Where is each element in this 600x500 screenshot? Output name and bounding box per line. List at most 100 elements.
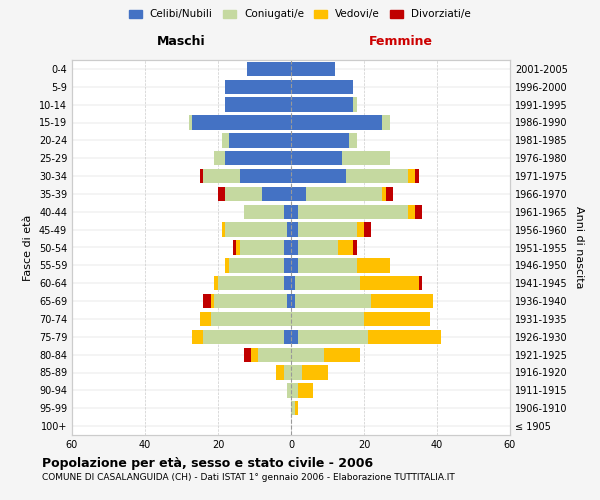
Bar — [415, 169, 419, 183]
Bar — [287, 383, 291, 398]
Bar — [349, 133, 356, 148]
Bar — [291, 401, 295, 415]
Bar — [247, 62, 291, 76]
Bar — [193, 116, 291, 130]
Bar — [236, 240, 240, 254]
Bar — [203, 294, 211, 308]
Text: COMUNE DI CASALANGUIDA (CH) - Dati ISTAT 1° gennaio 2006 - Elaborazione TUTTITAL: COMUNE DI CASALANGUIDA (CH) - Dati ISTAT… — [42, 472, 455, 482]
Bar — [298, 222, 356, 237]
Bar — [221, 133, 229, 148]
Bar — [229, 258, 284, 272]
Bar — [200, 169, 203, 183]
Bar — [298, 330, 368, 344]
Bar — [233, 240, 236, 254]
Bar — [284, 276, 291, 290]
Bar — [291, 383, 298, 398]
Bar — [291, 187, 305, 201]
Bar — [226, 187, 262, 201]
Bar — [284, 366, 291, 380]
Bar — [211, 294, 214, 308]
Bar — [408, 169, 415, 183]
Bar — [244, 204, 284, 219]
Bar — [291, 133, 349, 148]
Bar — [291, 366, 302, 380]
Bar — [291, 258, 298, 272]
Bar — [244, 348, 251, 362]
Bar — [324, 348, 361, 362]
Bar — [382, 187, 386, 201]
Bar — [262, 187, 291, 201]
Bar — [346, 169, 408, 183]
Bar — [364, 222, 371, 237]
Bar — [291, 80, 353, 94]
Bar — [218, 187, 226, 201]
Bar — [386, 187, 393, 201]
Bar — [382, 116, 389, 130]
Bar — [203, 169, 240, 183]
Bar — [356, 222, 364, 237]
Y-axis label: Anni di nascita: Anni di nascita — [574, 206, 584, 289]
Bar — [229, 133, 291, 148]
Bar — [353, 240, 356, 254]
Bar — [295, 276, 361, 290]
Bar — [291, 294, 295, 308]
Bar — [291, 151, 342, 166]
Bar — [200, 312, 211, 326]
Bar — [226, 98, 291, 112]
Bar — [364, 312, 430, 326]
Bar — [291, 276, 295, 290]
Bar — [302, 366, 328, 380]
Bar — [287, 294, 291, 308]
Bar — [291, 169, 346, 183]
Bar — [291, 116, 382, 130]
Bar — [353, 98, 356, 112]
Text: Maschi: Maschi — [157, 35, 206, 48]
Bar — [338, 240, 353, 254]
Bar — [298, 240, 338, 254]
Bar — [226, 258, 229, 272]
Bar — [291, 312, 364, 326]
Bar — [291, 348, 324, 362]
Bar — [291, 204, 298, 219]
Bar — [226, 80, 291, 94]
Bar — [298, 383, 313, 398]
Text: Femmine: Femmine — [368, 35, 433, 48]
Bar — [305, 187, 382, 201]
Bar — [295, 401, 298, 415]
Bar — [284, 258, 291, 272]
Bar — [221, 222, 226, 237]
Bar — [298, 204, 408, 219]
Bar — [368, 330, 440, 344]
Bar — [218, 276, 284, 290]
Bar — [203, 330, 284, 344]
Bar — [287, 222, 291, 237]
Bar — [211, 312, 291, 326]
Text: Popolazione per età, sesso e stato civile - 2006: Popolazione per età, sesso e stato civil… — [42, 458, 373, 470]
Bar — [240, 240, 284, 254]
Bar — [214, 276, 218, 290]
Bar — [298, 258, 356, 272]
Bar — [291, 62, 335, 76]
Bar — [419, 276, 422, 290]
Bar — [251, 348, 258, 362]
Bar — [291, 240, 298, 254]
Y-axis label: Fasce di età: Fasce di età — [23, 214, 33, 280]
Bar — [258, 348, 291, 362]
Bar — [189, 116, 193, 130]
Bar — [226, 151, 291, 166]
Bar — [214, 151, 226, 166]
Bar — [415, 204, 422, 219]
Bar — [226, 222, 287, 237]
Bar — [371, 294, 433, 308]
Bar — [214, 294, 287, 308]
Bar — [408, 204, 415, 219]
Bar — [240, 169, 291, 183]
Bar — [284, 240, 291, 254]
Legend: Celibi/Nubili, Coniugati/e, Vedovi/e, Divorziati/e: Celibi/Nubili, Coniugati/e, Vedovi/e, Di… — [125, 5, 475, 24]
Bar — [291, 222, 298, 237]
Bar — [342, 151, 389, 166]
Bar — [193, 330, 203, 344]
Bar — [277, 366, 284, 380]
Bar — [295, 294, 371, 308]
Bar — [284, 204, 291, 219]
